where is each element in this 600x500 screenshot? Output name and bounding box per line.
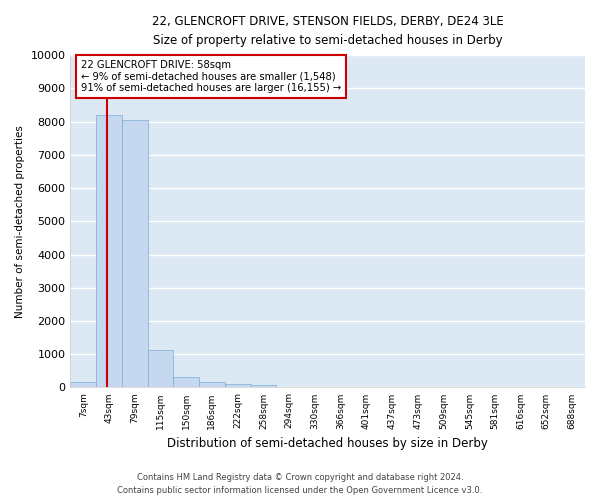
Y-axis label: Number of semi-detached properties: Number of semi-detached properties [15,125,25,318]
X-axis label: Distribution of semi-detached houses by size in Derby: Distribution of semi-detached houses by … [167,437,488,450]
Title: 22, GLENCROFT DRIVE, STENSON FIELDS, DERBY, DE24 3LE
Size of property relative t: 22, GLENCROFT DRIVE, STENSON FIELDS, DER… [152,15,503,47]
Bar [70,382,96,388]
Bar [225,384,251,388]
Bar [199,382,225,388]
Bar [96,115,122,388]
Bar [251,385,277,388]
Bar [148,350,173,388]
Text: 22 GLENCROFT DRIVE: 58sqm
← 9% of semi-detached houses are smaller (1,548)
91% o: 22 GLENCROFT DRIVE: 58sqm ← 9% of semi-d… [81,60,341,94]
Bar [122,120,148,388]
Text: Contains HM Land Registry data © Crown copyright and database right 2024.
Contai: Contains HM Land Registry data © Crown c… [118,474,482,495]
Bar [173,377,199,388]
